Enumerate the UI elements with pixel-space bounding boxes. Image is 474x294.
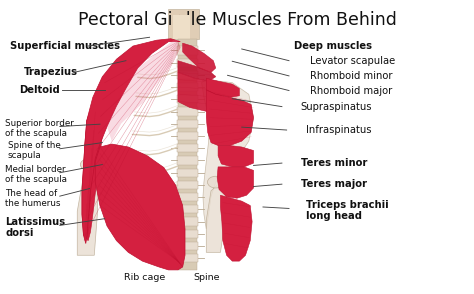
Polygon shape — [206, 78, 239, 97]
Polygon shape — [176, 181, 198, 189]
Polygon shape — [176, 46, 198, 54]
Text: Medial border
of the scapula: Medial border of the scapula — [5, 165, 67, 185]
Polygon shape — [176, 242, 198, 250]
Ellipse shape — [80, 159, 96, 170]
Text: Spine: Spine — [193, 273, 219, 282]
Polygon shape — [206, 182, 225, 252]
Polygon shape — [182, 43, 216, 72]
Text: The head of
the humerus: The head of the humerus — [5, 188, 61, 208]
Polygon shape — [95, 144, 185, 270]
Polygon shape — [176, 120, 198, 128]
Text: Trapezius: Trapezius — [24, 67, 78, 77]
Polygon shape — [176, 156, 198, 165]
Polygon shape — [176, 59, 198, 67]
Polygon shape — [176, 193, 198, 201]
Polygon shape — [176, 95, 198, 103]
Text: Teres major: Teres major — [301, 179, 367, 189]
Text: Rhomboid minor: Rhomboid minor — [310, 71, 393, 81]
Text: Levator scapulae: Levator scapulae — [310, 56, 395, 66]
Text: Triceps brachii
long head: Triceps brachii long head — [306, 200, 388, 221]
Polygon shape — [176, 132, 198, 140]
Polygon shape — [176, 205, 198, 213]
Polygon shape — [178, 39, 197, 270]
Polygon shape — [82, 39, 180, 243]
Polygon shape — [178, 72, 223, 112]
Polygon shape — [176, 144, 198, 152]
Polygon shape — [176, 83, 198, 91]
Polygon shape — [107, 40, 178, 141]
Polygon shape — [176, 254, 198, 262]
Text: Deltoid: Deltoid — [19, 85, 60, 95]
Ellipse shape — [208, 176, 224, 188]
Text: Superior border
of the scapula: Superior border of the scapula — [5, 119, 74, 138]
Polygon shape — [82, 100, 105, 240]
Polygon shape — [218, 146, 254, 167]
Polygon shape — [217, 167, 254, 198]
Text: Latissimus
dorsi: Latissimus dorsi — [5, 217, 65, 238]
Polygon shape — [176, 218, 198, 225]
Text: Superficial muscles: Superficial muscles — [10, 41, 120, 51]
Polygon shape — [168, 9, 199, 39]
Polygon shape — [206, 90, 254, 146]
Polygon shape — [173, 15, 190, 39]
Polygon shape — [176, 230, 198, 238]
Text: Supraspinatus: Supraspinatus — [301, 102, 372, 112]
Polygon shape — [220, 195, 252, 261]
Polygon shape — [178, 61, 216, 81]
Text: Spine of the
scapula: Spine of the scapula — [8, 141, 61, 160]
Polygon shape — [77, 165, 98, 255]
Polygon shape — [176, 71, 198, 79]
Polygon shape — [201, 80, 254, 229]
Text: Rib cage: Rib cage — [124, 273, 165, 282]
Polygon shape — [176, 107, 198, 116]
Text: Infraspinatus: Infraspinatus — [306, 125, 371, 135]
Text: Deep muscles: Deep muscles — [294, 41, 372, 51]
Text: Pectoral Girdle Muscles From Behind: Pectoral Girdle Muscles From Behind — [78, 11, 396, 29]
Text: Rhomboid major: Rhomboid major — [310, 86, 392, 96]
Polygon shape — [176, 168, 198, 177]
Text: Teres minor: Teres minor — [301, 158, 367, 168]
